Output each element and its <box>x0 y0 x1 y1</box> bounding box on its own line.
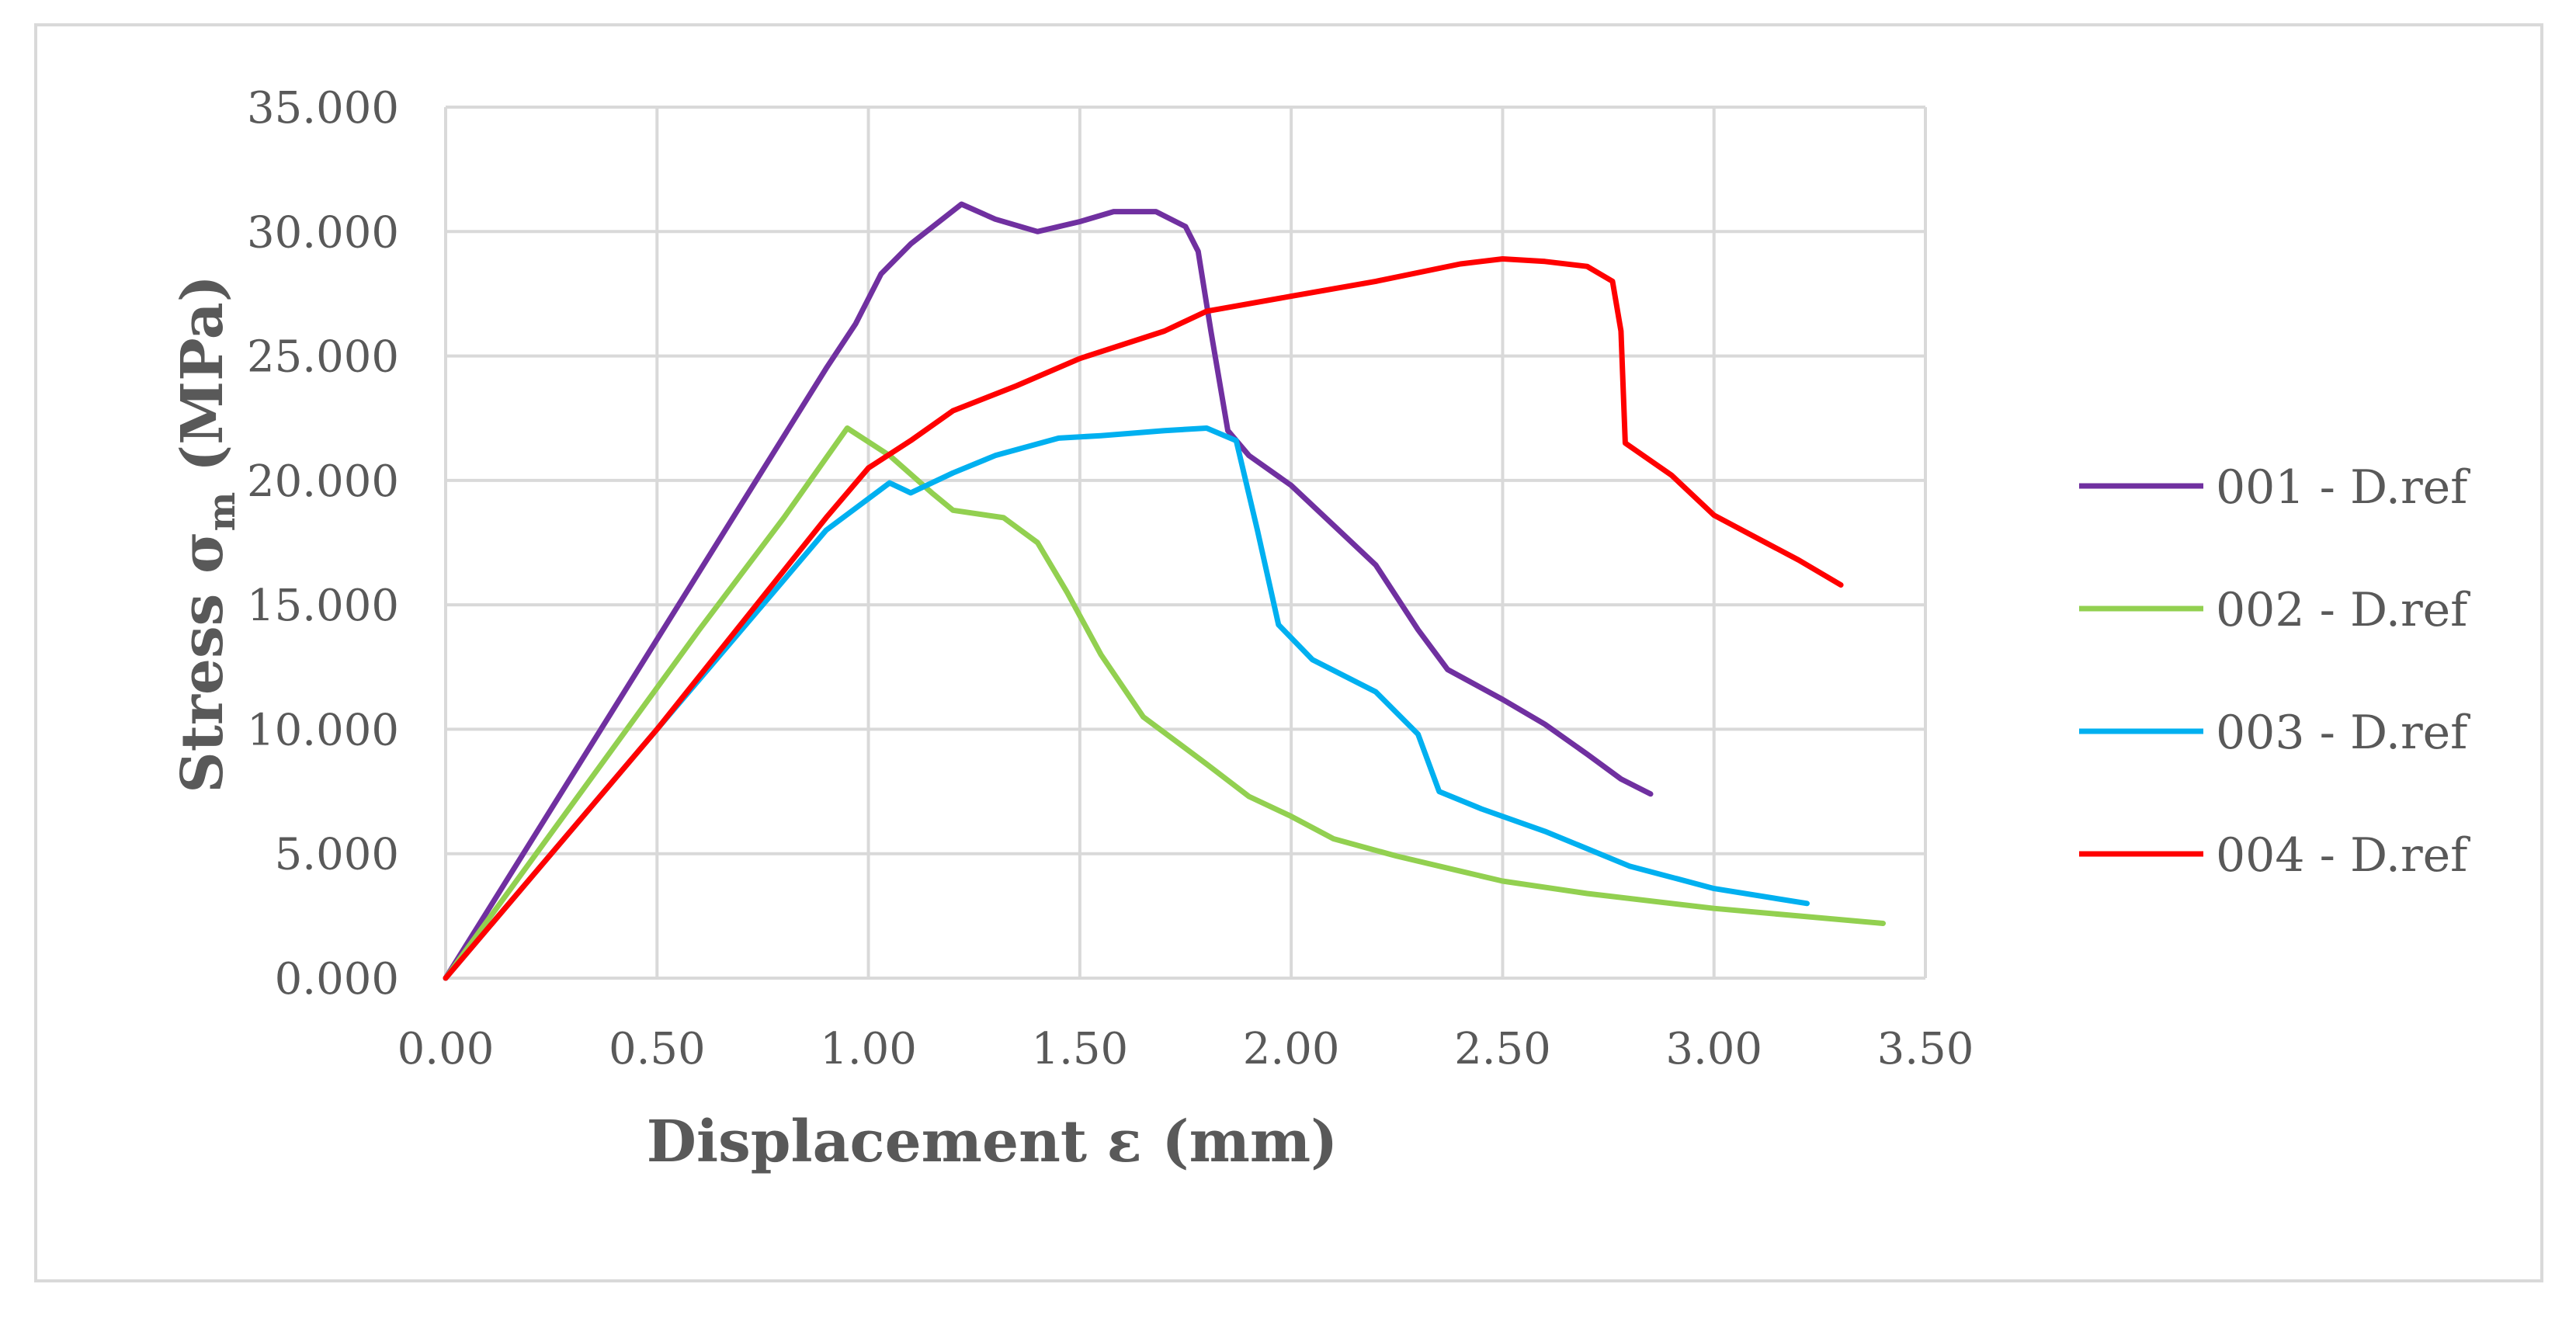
legend-label-4: 004 - D.ref <box>2216 828 2470 883</box>
legend-label-3: 003 - D.ref <box>2216 706 2470 760</box>
x-tick-label: 0.00 <box>398 1024 495 1074</box>
legend-label-2: 002 - D.ref <box>2216 583 2470 637</box>
series-line-2 <box>443 425 1886 981</box>
y-tick-label: 15.000 <box>247 581 399 631</box>
gridlines <box>446 106 1927 978</box>
x-axis-title: Displacement ε (mm) <box>647 1109 1338 1175</box>
x-tick-label: 2.00 <box>1243 1024 1340 1074</box>
x-tick-label: 3.00 <box>1665 1024 1762 1074</box>
series-line-3 <box>443 425 1810 981</box>
axes <box>444 107 1925 980</box>
tick-labels: 0.00 0.50 1.00 1.50 2.00 2.50 3.00 3.50 0.000 5.0… <box>247 83 1974 1074</box>
y-tick-label: 5.000 <box>275 830 399 880</box>
x-tick-label: 2.50 <box>1454 1024 1551 1074</box>
y-axis-title-subscript: m <box>200 492 244 532</box>
y-axis-title-prefix: Stress σ <box>169 531 236 793</box>
legend: 001 - D.ref 002 - D.ref 003 - D.ref 004 - D… <box>2079 460 2470 883</box>
legend-label-1: 001 - D.ref <box>2216 460 2470 515</box>
x-tick-label: 0.50 <box>609 1024 706 1074</box>
series-line-1 <box>443 201 1654 981</box>
y-tick-label: 0.000 <box>275 954 399 1005</box>
chart-frame: 0.00 0.50 1.00 1.50 2.00 2.50 3.00 3.50 0.000 5.0… <box>34 23 2543 1282</box>
x-tick-label: 1.00 <box>820 1024 917 1074</box>
y-tick-label: 25.000 <box>247 332 399 383</box>
x-tick-label: 3.50 <box>1877 1024 1974 1074</box>
y-axis-title-suffix: (MPa) <box>169 275 236 491</box>
line-chart: 0.00 0.50 1.00 1.50 2.00 2.50 3.00 3.50 0.000 5.0… <box>169 83 2470 1175</box>
y-tick-label: 35.000 <box>247 83 399 134</box>
series-lines <box>443 201 1886 981</box>
y-tick-label: 10.000 <box>247 705 399 755</box>
y-axis-title: Stress σm (MPa) <box>169 275 244 793</box>
series-line-4 <box>443 256 1844 981</box>
y-tick-label: 30.000 <box>247 207 399 258</box>
x-tick-label: 1.50 <box>1032 1024 1129 1074</box>
y-tick-label: 20.000 <box>247 456 399 507</box>
